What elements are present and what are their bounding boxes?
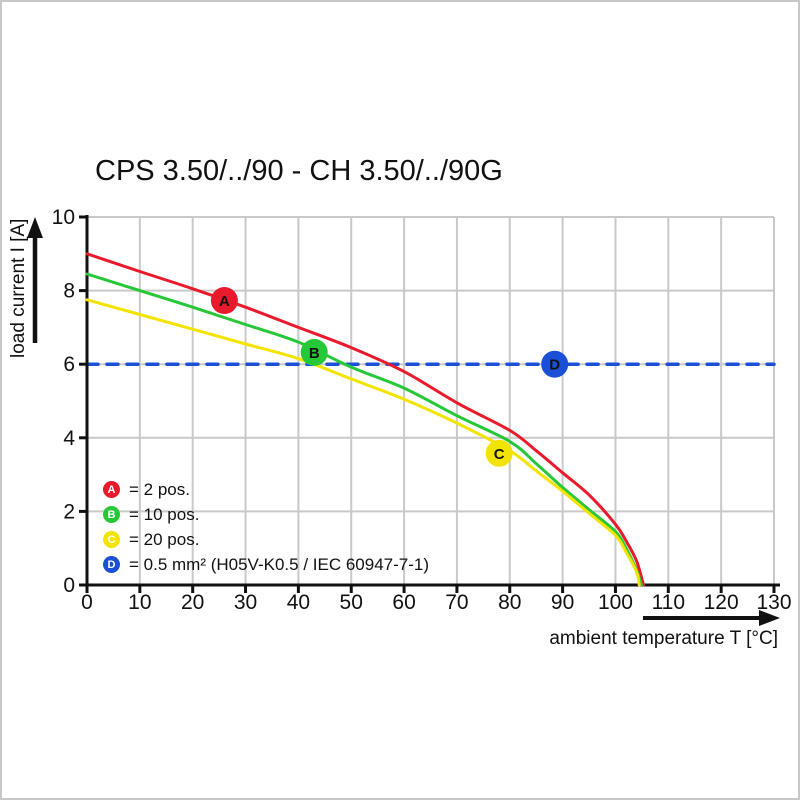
x-tick-label: 90 [551,591,574,614]
x-tick-label: 70 [445,591,468,614]
y-tick-label: 6 [63,353,75,376]
x-tick-label: 0 [81,591,93,614]
y-tick-label: 8 [63,280,75,303]
legend-item-C: C = 20 pos. [103,529,429,549]
x-tick-label: 130 [756,591,791,614]
marker-B [300,338,328,366]
marker-A [210,287,238,315]
x-tick-label: 110 [652,591,685,614]
y-axis-arrow-icon [27,217,43,343]
x-tick-label: 100 [598,591,633,614]
marker-D [541,350,569,378]
curve-C [85,298,641,587]
x-axis-arrow-icon [643,610,780,626]
chart-title: CPS 3.50/../90 - CH 3.50/../90G [95,155,503,187]
chart-legend: A = 2 pos. B = 10 pos. C = 20 pos. D = 0.5 mm² … [103,479,429,581]
x-tick-label: 40 [287,591,310,614]
curve-B [85,272,643,587]
x-tick-label: 10 [128,591,151,614]
x-tick-label: 120 [704,591,739,614]
marker-label-B: B [309,345,320,362]
x-tick-label: 20 [181,591,204,614]
y-tick-label: 2 [63,500,75,523]
legend-label: = 2 pos. [129,479,190,499]
grid-lines [87,216,775,585]
marker-label-A: A [219,293,230,310]
axes [85,215,780,587]
x-tick-label: 50 [340,591,363,614]
legend-item-D: D = 0.5 mm² (H05V-K0.5 / IEC 60947-7-1) [103,554,429,574]
tick-marks [79,215,776,593]
legend-label: = 10 pos. [129,504,200,524]
legend-label: = 0.5 mm² (H05V-K0.5 / IEC 60947-7-1) [129,554,429,574]
curve-markers: A B C D [210,287,569,467]
legend-label: = 20 pos. [129,529,200,549]
tick-labels: 0 10 20 30 40 50 60 70 80 90 100 110 120 130 0 2 4 6 8 10 [52,206,792,614]
marker-label-D: D [549,357,560,374]
legend-marker-icon: B [103,506,120,523]
legend-marker-icon: A [103,481,120,498]
y-tick-label: 4 [63,427,75,450]
y-tick-label: 0 [63,574,75,597]
x-tick-label: 30 [234,591,257,614]
x-tick-label: 60 [392,591,415,614]
marker-C [485,439,513,467]
marker-label-C: C [494,446,505,463]
legend-item-B: B = 10 pos. [103,504,429,524]
x-tick-label: 80 [498,591,521,614]
legend-marker-icon: D [103,556,120,573]
legend-marker-icon: C [103,531,120,548]
y-tick-label: 10 [52,206,75,229]
legend-item-A: A = 2 pos. [103,479,429,499]
x-axis-label: ambient temperature T [°C] [549,628,778,649]
